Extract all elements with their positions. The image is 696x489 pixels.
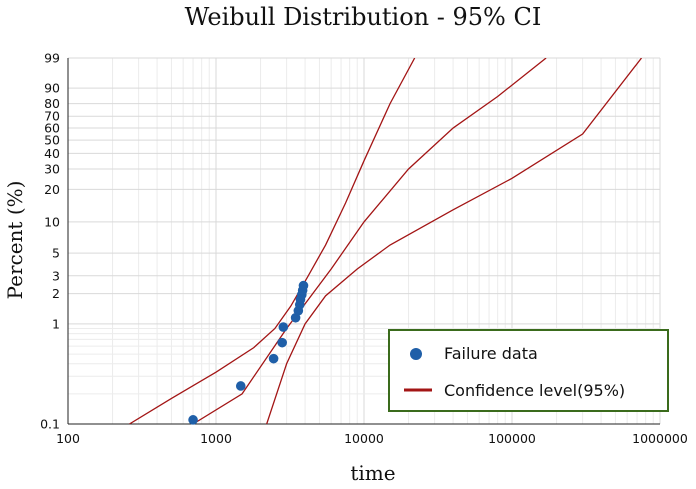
y-tick-label: 5 <box>52 246 60 261</box>
y-tick-label: 80 <box>44 96 60 111</box>
legend-failure-label: Failure data <box>444 344 538 363</box>
y-tick-label: 60 <box>44 121 60 136</box>
y-tick-label: 10 <box>44 214 60 229</box>
y-tick-label: 3 <box>52 268 60 283</box>
failure-point <box>235 381 246 391</box>
confidence-line-3 <box>266 58 643 424</box>
x-axis-title: time <box>350 461 395 485</box>
y-tick-label: 50 <box>44 133 60 148</box>
y-tick-label: 2 <box>52 286 60 301</box>
x-tick-label: 100000 <box>488 431 536 446</box>
y-tick-label: 70 <box>44 109 60 124</box>
y-axis-title: Percent (%) <box>3 181 27 300</box>
x-tick-label: 100 <box>56 431 80 446</box>
axes <box>67 58 660 425</box>
chart-title: Weibull Distribution - 95% CI <box>185 3 542 31</box>
legend-ci-label: Confidence level(95%) <box>444 381 625 400</box>
legend-box <box>388 329 669 412</box>
y-tick-label: 40 <box>44 146 60 161</box>
failure-point <box>188 415 198 425</box>
y-tick-label: 1 <box>52 316 60 331</box>
failure-point <box>298 280 309 291</box>
x-tick-label: 1000000 <box>632 431 688 446</box>
y-tick-label: 99 <box>44 51 60 66</box>
x-tick-label: 1000 <box>200 431 232 446</box>
failure-points <box>188 280 309 425</box>
tick-labels: 100 1000 10000 100000 1000000 0.1 1 2 3 5 10 20 3040… <box>40 51 688 447</box>
x-tick-label: 10000 <box>344 431 384 446</box>
legend: Failure data Confidence level(95%) <box>388 329 669 412</box>
confidence-line-2 <box>192 58 547 424</box>
y-tick-label: 0.1 <box>40 417 60 432</box>
failure-point <box>268 353 279 364</box>
y-tick-label: 90 <box>44 81 60 96</box>
y-tick-label: 20 <box>44 182 60 197</box>
failure-point <box>277 337 287 348</box>
y-tick-label: 30 <box>44 162 60 177</box>
legend-failure-marker <box>410 348 422 360</box>
confidence-line-1 <box>129 58 416 424</box>
failure-point <box>278 322 289 332</box>
